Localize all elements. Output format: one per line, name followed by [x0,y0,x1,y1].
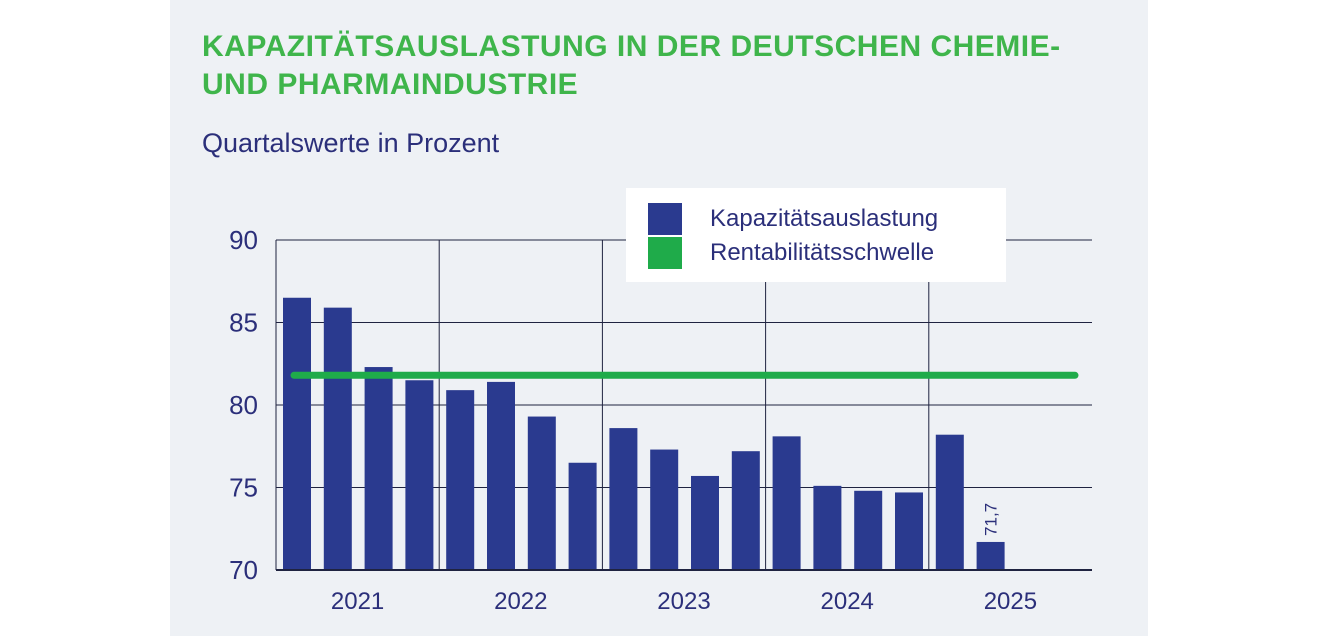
grid-layer [275,239,1092,570]
x-tick-label-2024: 2024 [821,588,874,615]
x-tick-label-2022: 2022 [494,588,547,615]
legend-label-threshold: Rentabilitätsschwelle [710,239,935,266]
y-tick-label-70: 70 [229,555,258,585]
chart-panel: KAPAZITÄTSAUSLASTUNG IN DER DEUTSCHEN CH… [170,0,1148,636]
x-tick-label-2021: 2021 [331,588,384,615]
bar-chart: 70 75 80 85 90 2021 2022 2023 2024 2025 71,7 [229,225,1092,615]
legend-label-capacity: Kapazitätsauslastung [710,205,939,232]
bar-13 [813,485,842,570]
y-tick-label-85: 85 [229,308,258,338]
bar-8 [609,428,638,570]
legend-item-threshold: Rentabilitätsschwelle [648,236,934,270]
bar-layer [283,297,1079,570]
x-tick-label-2023: 2023 [657,588,710,615]
bar-1 [323,307,352,570]
chart-title: KAPAZITÄTSAUSLASTUNG IN DER DEUTSCHEN CH… [202,30,1061,101]
bar-17 [976,541,1005,570]
bar-16 [935,434,964,570]
legend-swatch-capacity [648,203,682,235]
chart-legend: Kapazitätsauslastung Rentabilitätsschwel… [626,188,1006,282]
chart-subtitle: Quartalswerte in Prozent [202,128,500,158]
y-tick-label-80: 80 [229,390,258,420]
bar-10 [691,475,719,570]
bar-5 [487,381,515,570]
bar-14 [854,490,883,570]
bar-7 [568,462,597,570]
legend-swatch-threshold [648,237,682,269]
y-tick-label-90: 90 [229,225,258,255]
legend-item-capacity: Kapazitätsauslastung [648,202,938,236]
bar-0 [283,297,311,570]
label-layer: 70 75 80 85 90 2021 2022 2023 2024 2025 71,7 [229,225,1037,615]
bar-3 [405,380,434,570]
bar-6 [527,416,556,570]
data-label-17: 71,7 [982,503,1001,536]
bar-9 [650,449,679,570]
bar-15 [895,492,923,570]
x-tick-label-2025: 2025 [984,588,1037,615]
bar-2 [364,367,393,570]
bar-11 [731,451,760,570]
bar-12 [772,436,801,570]
bar-4 [446,390,475,570]
y-tick-label-75: 75 [229,473,258,503]
